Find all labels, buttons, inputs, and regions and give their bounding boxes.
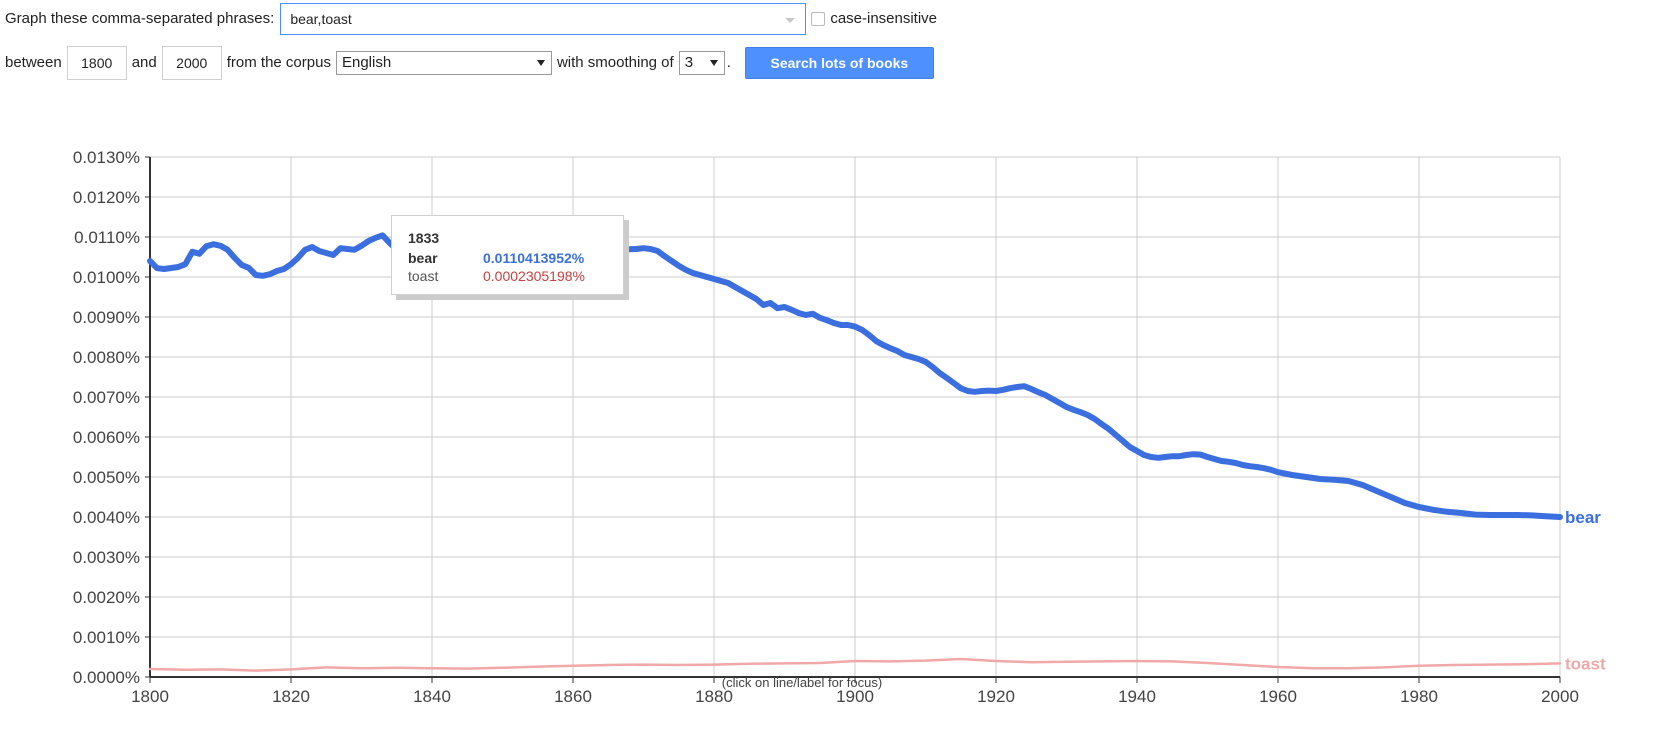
- y-tick-label: 0.0090%: [73, 308, 140, 327]
- phrases-input[interactable]: bear,toast: [280, 2, 807, 35]
- y-tick-label: 0.0110%: [74, 228, 140, 247]
- x-tick-label: 1880: [695, 687, 733, 706]
- corpus-select[interactable]: English: [335, 50, 552, 75]
- y-tick-label: 0.0000%: [73, 668, 140, 687]
- case-insensitive-option[interactable]: case-insensitive: [811, 10, 937, 27]
- search-button[interactable]: Search lots of books: [744, 46, 934, 79]
- x-tick-label: 1920: [977, 687, 1015, 706]
- x-tick-label: 1800: [131, 687, 169, 706]
- phrases-input-value: bear,toast: [290, 10, 352, 27]
- chevron-down-icon[interactable]: [785, 17, 796, 23]
- period-text: .: [726, 54, 731, 71]
- x-tick-label: 1960: [1259, 687, 1297, 706]
- y-tick-label: 0.0130%: [73, 148, 140, 167]
- phrase-row: Graph these comma-separated phrases: bea…: [5, 1, 937, 36]
- dropdown-arrow-icon: [536, 59, 545, 66]
- y-tick-label: 0.0060%: [73, 428, 140, 447]
- case-insensitive-checkbox[interactable]: [811, 11, 826, 26]
- x-tick-label: 1840: [413, 687, 451, 706]
- smoothing-select[interactable]: 3: [678, 50, 725, 75]
- x-tick-label: 1980: [1400, 687, 1438, 706]
- chart-grid: [149, 156, 1561, 678]
- series-line-bear: [147, 232, 1563, 520]
- corpus-select-value: English: [341, 54, 392, 71]
- x-tick-label: 1900: [836, 687, 874, 706]
- chart-series: [147, 232, 1563, 672]
- x-tick-label: 2000: [1541, 687, 1579, 706]
- y-tick-label: 0.0120%: [73, 188, 140, 207]
- case-insensitive-label: case-insensitive: [830, 10, 938, 27]
- y-tick-label: 0.0050%: [73, 468, 140, 487]
- series-label-bear: bear: [1565, 508, 1601, 527]
- chart-labels: bear toast: [1565, 508, 1606, 673]
- series-label-toast: toast: [1565, 654, 1606, 673]
- chart-axes: 0.0000% 0.0010% 0.0020% 0.0030% 0.0040% 0.005…: [73, 148, 1579, 706]
- x-tick-label: 1820: [272, 687, 310, 706]
- range-row: between 1800 and 2000 from the corpus En…: [5, 45, 934, 80]
- tooltip-series-bear: bear: [408, 250, 438, 266]
- start-year-input[interactable]: 1800: [66, 45, 127, 80]
- smoothing-select-value: 3: [684, 54, 694, 71]
- hover-tooltip: 1833 bear 0.0110413952% toast 0.00023051…: [391, 215, 624, 295]
- and-label: and: [131, 54, 157, 71]
- y-tick-label: 0.0030%: [73, 548, 140, 567]
- end-year-value: 2000: [176, 54, 208, 71]
- tooltip-series-toast: toast: [408, 268, 439, 284]
- smoothing-label: with smoothing of: [556, 54, 674, 71]
- tooltip-year: 1833: [408, 230, 440, 246]
- end-year-input[interactable]: 2000: [161, 45, 222, 80]
- x-tick-label: 1940: [1118, 687, 1156, 706]
- between-label: between: [5, 54, 62, 71]
- tooltip-value-toast: 0.0002305198%: [483, 268, 585, 284]
- dropdown-arrow-icon: [709, 59, 718, 66]
- corpus-label: from the corpus: [226, 54, 331, 71]
- x-tick-label: 1860: [554, 687, 592, 706]
- y-tick-label: 0.0070%: [73, 388, 140, 407]
- focus-hint: (click on line/label for focus): [721, 675, 883, 690]
- y-tick-label: 0.0080%: [73, 348, 140, 367]
- start-year-value: 1800: [81, 54, 113, 71]
- series-line-toast: [148, 657, 1562, 672]
- y-tick-label: 0.0010%: [73, 628, 140, 647]
- y-tick-label: 0.0020%: [73, 588, 140, 607]
- tooltip-value-bear: 0.0110413952%: [483, 250, 585, 266]
- y-tick-label: 0.0040%: [73, 508, 140, 527]
- phrases-label: Graph these comma-separated phrases:: [5, 10, 275, 27]
- y-tick-label: 0.0100%: [73, 268, 140, 287]
